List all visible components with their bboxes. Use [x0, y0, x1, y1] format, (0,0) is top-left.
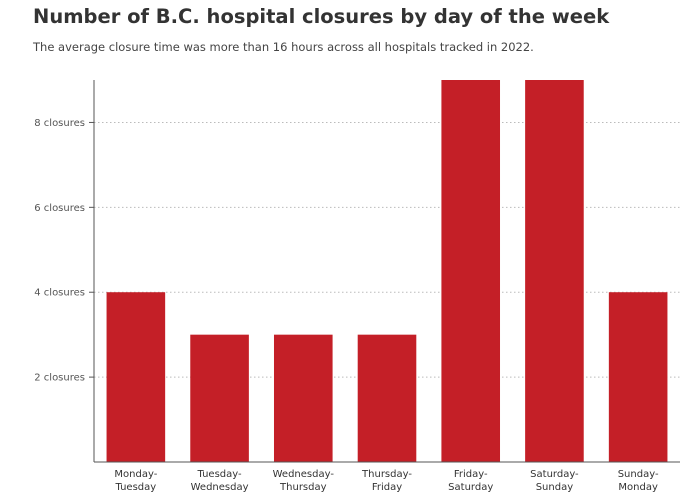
y-tick-label-2: 2 closures — [34, 373, 85, 384]
x-tick-label-3: Thursday-Friday — [361, 469, 412, 493]
x-tick-label-6: Sunday-Monday — [618, 469, 659, 493]
y-tick-label-4: 4 closures — [34, 288, 85, 299]
bar-0 — [106, 292, 166, 462]
x-tick-label-0: Monday-Tuesday — [114, 469, 157, 493]
bar-3 — [357, 334, 417, 462]
bar-6 — [608, 292, 668, 462]
x-tick-label-1: Tuesday-Wednesday — [191, 469, 249, 493]
y-tick-label-6: 6 closures — [34, 203, 85, 214]
chart-title: Number of B.C. hospital closures by day … — [33, 5, 610, 28]
bar-1 — [190, 334, 249, 462]
bar-4 — [441, 80, 501, 462]
x-tick-label-4: Friday-Saturday — [448, 469, 493, 493]
x-tick-label-2: Wednesday-Thursday — [273, 469, 335, 493]
x-tick-label-5: Saturday-Sunday — [530, 469, 579, 493]
chart-subtitle: The average closure time was more than 1… — [33, 40, 534, 54]
y-tick-label-8: 8 closures — [34, 118, 85, 129]
bar-5 — [525, 80, 584, 462]
bar-2 — [273, 334, 333, 462]
